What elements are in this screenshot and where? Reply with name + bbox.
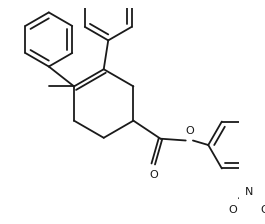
Text: O: O: [261, 205, 265, 215]
Text: N: N: [245, 187, 253, 197]
Text: O: O: [149, 170, 158, 180]
Text: O: O: [228, 205, 237, 215]
Text: O: O: [185, 126, 194, 136]
